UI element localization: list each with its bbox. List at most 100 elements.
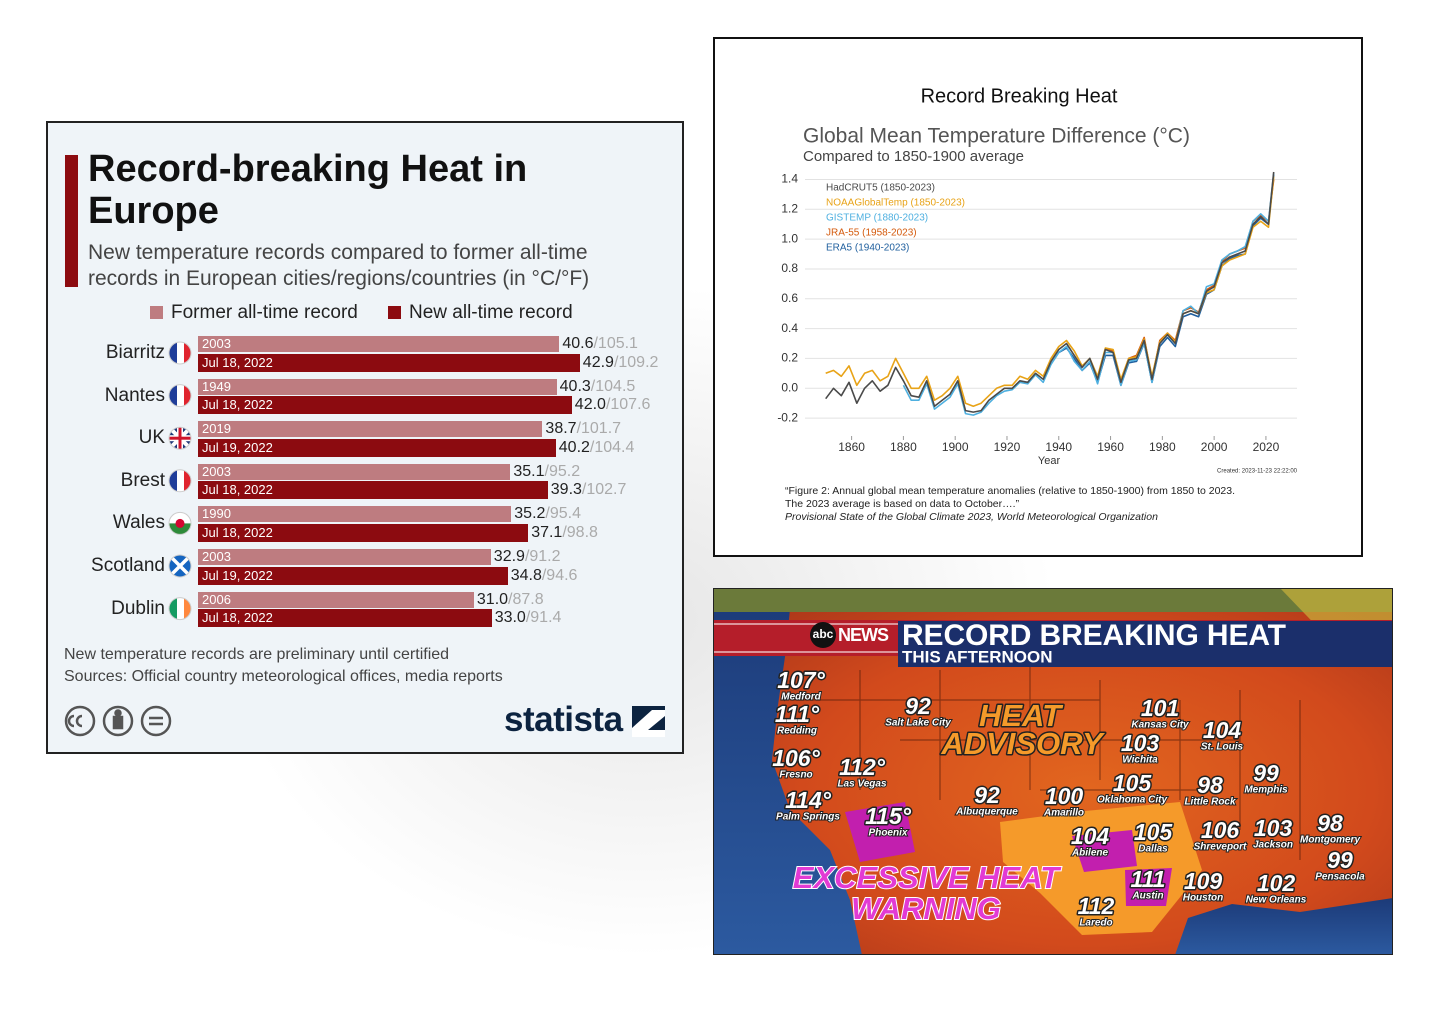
x-tick-label: 1960 [1097,440,1124,454]
advisory-label: HEAT [979,698,1064,733]
record-date: 2003 [202,463,231,479]
legend-label: JRA-55 (1958-2023) [826,228,917,239]
value-label-fahrenheit: /91.4 [525,609,562,627]
city-name: Salt Lake City [885,718,951,729]
city-name: Kansas City [1131,720,1189,731]
city-temperature: 101 [1141,695,1179,721]
city-name: Abilene [1071,848,1109,859]
caption-source: Provisional State of the Global Climate … [785,511,1158,523]
value-label: 34.8/94.6 [511,567,578,585]
city-name: New Orleans [1246,895,1307,906]
headline: RECORD BREAKING HEAT [902,619,1286,652]
value-label-celsius: 35.1 [513,462,545,480]
city-name: Fresno [779,770,812,781]
x-tick-label: 1920 [994,440,1021,454]
value-label-celsius: 32.9 [493,548,525,565]
y-tick-label: 1.2 [781,201,798,215]
flag-part [184,342,191,364]
record-date: Jul 18, 2022 [202,524,273,540]
y-tick-label: 0.6 [781,291,798,305]
value-label-fahrenheit: /107.6 [605,396,651,414]
city-name: Medford [781,692,821,703]
value-label-celsius: 39.3 [550,481,582,499]
line-series [825,171,1275,413]
record-date: 2003 [202,336,231,351]
value-label: 40.2/104.4 [559,439,635,457]
bar [198,549,491,565]
value-label-fahrenheit: /87.8 [508,590,544,608]
warning-label: WARNING [851,891,1001,926]
bar [198,396,572,415]
chart-title: Global Mean Temperature Difference (°C) [803,125,1190,148]
category-label: UK [138,427,165,449]
flag-part [177,342,184,364]
value-label-fahrenheit: /104.5 [590,377,636,395]
y-tick-label: 0.8 [781,261,798,275]
flag-part [169,597,177,620]
value-label: 39.3/102.7 [551,481,627,499]
flag-part [169,384,177,407]
legend-label: New all-time record [409,302,573,323]
value-label: 32.9/91.2 [494,549,561,565]
flag [169,469,191,492]
bar [198,353,580,372]
flag [169,342,191,364]
flag [169,384,191,407]
city-temperature: 107° [777,667,825,693]
city-temperature: 99 [1327,847,1353,873]
city-name: Montgomery [1300,835,1360,846]
flag-outline [168,597,192,621]
record-date: 2006 [202,591,231,607]
network-logo: abc [813,627,834,641]
chart-subtitle: Compared to 1850-1900 average [803,148,1024,165]
city-temperature: 109 [1184,868,1223,894]
value-label-fahrenheit: /109.2 [613,353,659,371]
category-label: Nantes [104,384,165,406]
value-label: 35.1/95.2 [513,462,580,480]
value-label: 42.9/109.2 [583,354,659,372]
line-series [902,173,1275,416]
bar [198,336,560,352]
value-label-celsius: 34.8 [510,566,542,584]
flag-part [169,512,191,524]
category-label: Brest [120,469,165,491]
value-label-fahrenheit: /95.4 [545,505,581,523]
city-temperature: 114° [785,787,832,813]
flag-outline [168,511,192,535]
city-temperature: 100 [1045,783,1084,809]
flag-part [178,427,182,450]
legend-label: NOAAGlobalTemp (1850-2023) [826,198,965,209]
bar [198,609,492,628]
map-border [713,588,1393,955]
x-tick-label: 1940 [1045,440,1072,454]
flag [169,597,191,620]
x-tick-label: 1980 [1149,440,1176,454]
value-label-fahrenheit: /102.7 [581,481,627,499]
city-temperature: 92 [974,782,1000,808]
flag-outline [168,469,192,493]
value-label-fahrenheit: /94.6 [541,566,578,584]
value-label-fahrenheit: /105.1 [593,335,638,352]
legend-label: GISTEMP (1880-2023) [826,213,928,224]
legend-swatch [388,306,401,319]
city-temperature: 111° [775,701,820,727]
bar [198,566,508,585]
city-name: Pensacola [1315,872,1365,883]
bar [198,438,556,457]
city-name: Las Vegas [837,779,887,790]
record-date: Jul 19, 2022 [202,567,273,583]
city-temperature: 103 [1121,730,1160,756]
caption: The 2023 average is based on data to Oct… [785,498,1020,510]
value-label-celsius: 40.3 [559,377,591,395]
city-name: Jackson [1253,840,1293,851]
flag-part [175,518,185,528]
city-name: Oklahoma City [1097,795,1167,806]
caption: “Figure 2: Annual global mean temperatur… [785,485,1235,497]
bar [198,481,548,500]
record-date: 2003 [202,549,231,564]
city-name: Memphis [1244,785,1288,796]
flag-part [184,384,191,407]
value-label-celsius: 35.2 [514,505,546,523]
value-label-celsius: 31.0 [476,590,509,608]
